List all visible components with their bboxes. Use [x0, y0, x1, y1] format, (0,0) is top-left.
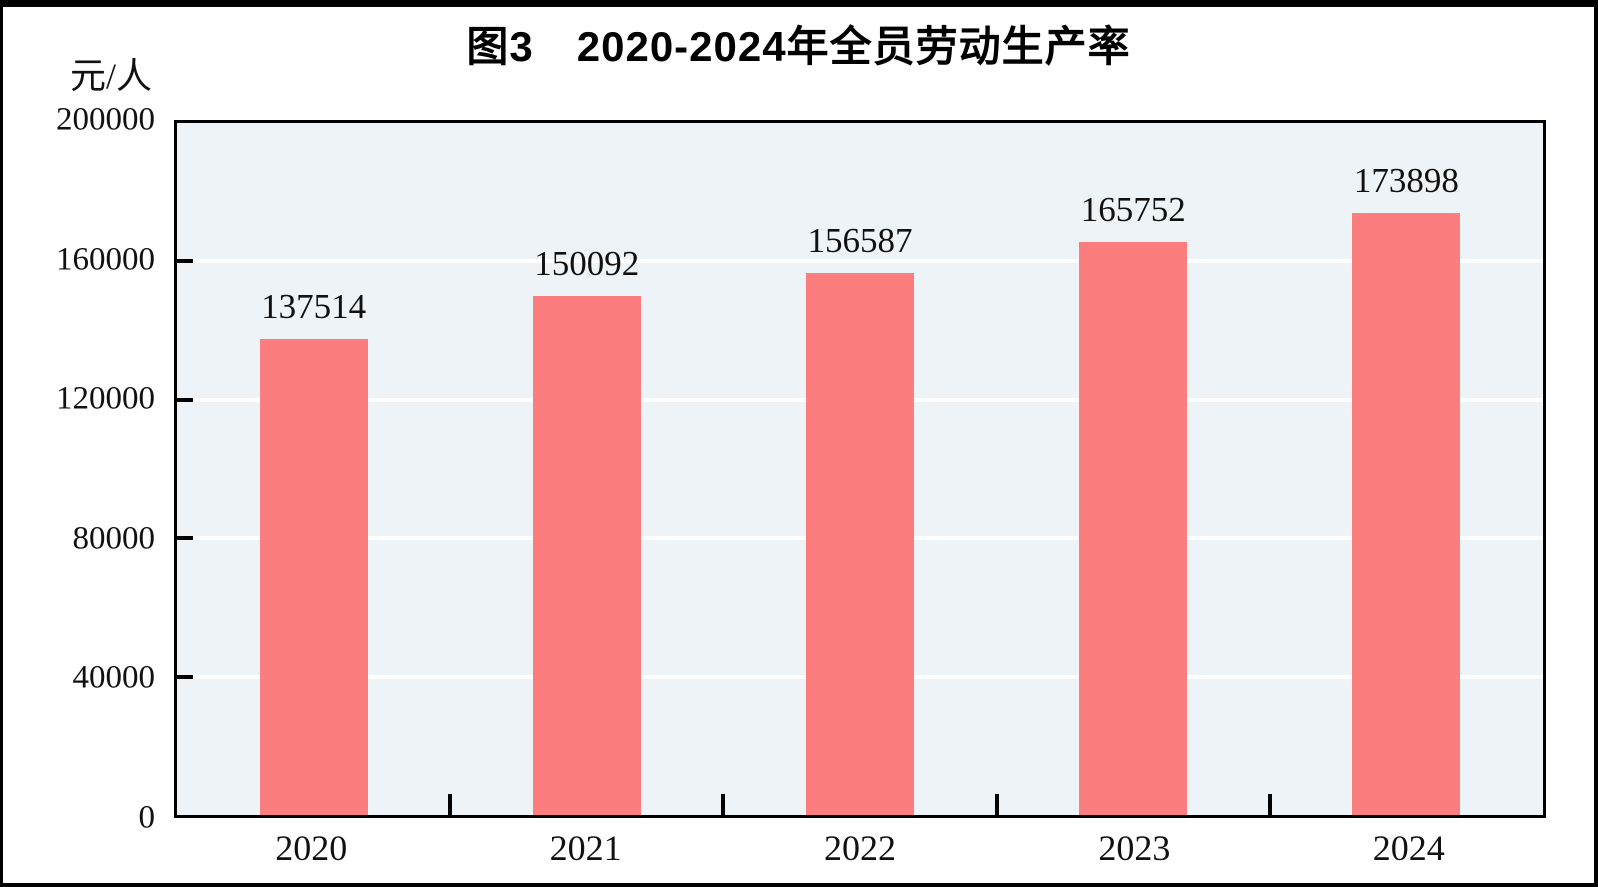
x-tick-label: 2023 [1098, 828, 1171, 868]
y-axis-unit-label: 元/人 [69, 56, 152, 96]
x-axis-tick [721, 794, 726, 815]
x-axis-tick [1267, 794, 1272, 815]
y-axis-tick [177, 536, 193, 541]
bar-2021 [532, 295, 641, 815]
y-axis-tick [177, 674, 193, 679]
chart-title: 图3 2020-2024年全员劳动生产率 [466, 23, 1131, 70]
bar-value-label: 173898 [1353, 161, 1459, 201]
y-tick-label: 120000 [56, 380, 155, 417]
y-tick-label: 200000 [56, 101, 155, 138]
gridline [177, 259, 1543, 264]
x-tick-label: 2021 [549, 828, 622, 868]
bar-value-label: 150092 [534, 243, 640, 283]
y-axis-tick [177, 259, 193, 264]
x-axis: 2020 2021 2022 2023 2024 [174, 819, 1546, 875]
y-axis-tick [177, 397, 193, 402]
x-tick-label: 2024 [1372, 828, 1445, 868]
bar-2023 [1079, 241, 1188, 815]
bar-2024 [1352, 213, 1461, 815]
bar-2022 [806, 273, 914, 815]
x-tick-label: 2020 [275, 828, 348, 868]
y-tick-label: 160000 [56, 241, 155, 278]
y-axis: 0 40000 80000 120000 160000 200000 [3, 102, 156, 836]
plot-area: 137514 150092 156587 165752 173898 [174, 120, 1546, 818]
bar-value-label: 156587 [807, 221, 913, 261]
bar-2020 [259, 339, 368, 815]
y-tick-label: 80000 [72, 520, 156, 557]
x-axis-tick [448, 794, 453, 815]
x-tick-label: 2022 [824, 828, 896, 868]
y-tick-label: 0 [138, 799, 156, 836]
bar-value-label: 165752 [1080, 189, 1186, 229]
y-tick-label: 40000 [72, 659, 156, 696]
bar-value-label: 137514 [261, 287, 367, 327]
x-axis-tick [994, 794, 999, 815]
